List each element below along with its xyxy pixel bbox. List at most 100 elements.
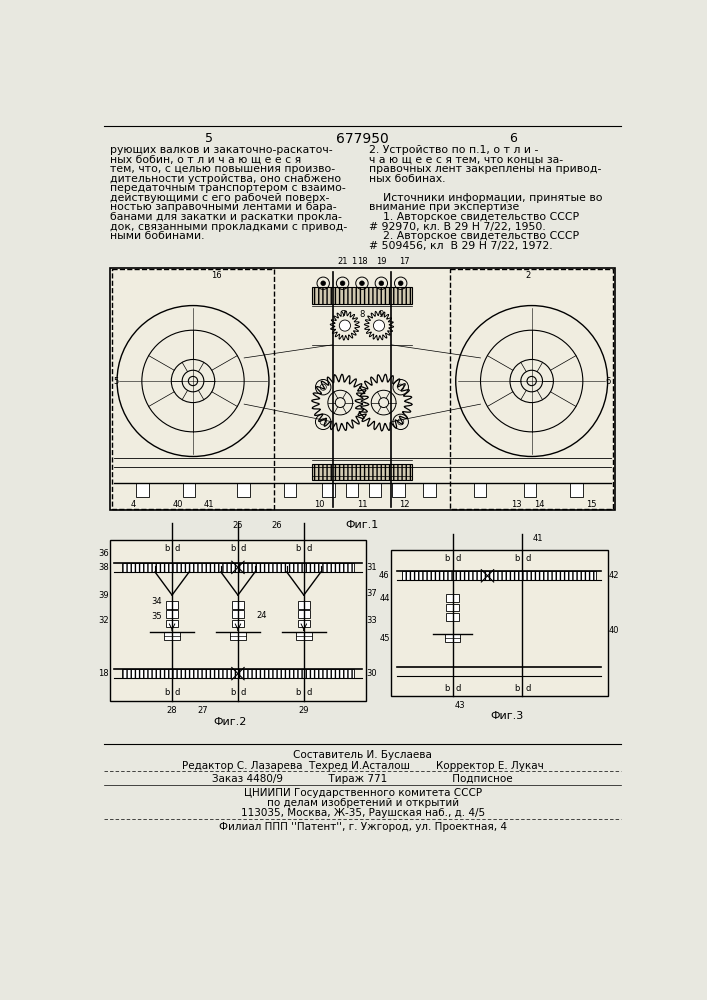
Bar: [284, 483, 296, 497]
Text: 8: 8: [359, 310, 365, 319]
Text: d: d: [455, 684, 461, 693]
Text: d: d: [240, 688, 246, 697]
Bar: [446, 604, 459, 611]
Bar: [402, 571, 596, 580]
Text: b: b: [296, 688, 301, 697]
Bar: [164, 632, 180, 640]
Text: док, связанными прокладками с привод-: док, связанными прокладками с привод-: [110, 222, 347, 232]
Text: Филиал ППП ''Патент'', г. Ужгород, ул. Проектная, 4: Филиал ППП ''Патент'', г. Ужгород, ул. П…: [218, 822, 507, 832]
Text: 4: 4: [131, 500, 136, 509]
Text: 25: 25: [233, 521, 243, 530]
Bar: [166, 601, 178, 609]
Text: 41: 41: [532, 534, 543, 543]
Bar: [312, 287, 412, 304]
Text: 38: 38: [98, 563, 110, 572]
Text: b: b: [164, 544, 170, 553]
Text: # 509456, кл  В 29 Н 7/22, 1972.: # 509456, кл В 29 Н 7/22, 1972.: [369, 241, 553, 251]
Text: 6: 6: [509, 132, 517, 145]
Text: 13: 13: [511, 500, 522, 509]
Text: 41: 41: [203, 500, 214, 509]
Bar: [450, 269, 613, 509]
Text: 39: 39: [98, 591, 109, 600]
Bar: [346, 483, 358, 497]
Text: 37: 37: [367, 589, 378, 598]
Text: ностью заправочными лентами и бара-: ностью заправочными лентами и бара-: [110, 202, 337, 212]
Text: 32: 32: [98, 616, 109, 625]
Bar: [232, 601, 244, 609]
Bar: [312, 464, 412, 480]
Text: d: d: [240, 544, 246, 553]
Text: 6: 6: [606, 377, 611, 386]
Bar: [183, 483, 195, 497]
Bar: [445, 634, 460, 642]
Text: 33: 33: [367, 616, 378, 625]
Text: банами для закатки и раскатки прокла-: банами для закатки и раскатки прокла-: [110, 212, 342, 222]
Text: 31: 31: [367, 563, 378, 572]
Text: 18: 18: [98, 669, 109, 678]
Bar: [322, 483, 335, 497]
Text: b: b: [164, 688, 170, 697]
Text: 35: 35: [151, 612, 162, 621]
Text: d: d: [307, 688, 312, 697]
Text: 43: 43: [455, 701, 466, 710]
Text: 45: 45: [379, 634, 390, 643]
Text: b: b: [445, 554, 450, 563]
Text: 14: 14: [534, 500, 544, 509]
Text: b: b: [514, 554, 520, 563]
Bar: [571, 483, 583, 497]
Bar: [446, 613, 459, 620]
Text: действующими с его рабочей поверх-: действующими с его рабочей поверх-: [110, 193, 329, 203]
Bar: [166, 610, 178, 618]
Text: тем, что, с целью повышения произво-: тем, что, с целью повышения произво-: [110, 164, 335, 174]
Text: 1. Авторское свидетельство СССР: 1. Авторское свидетельство СССР: [369, 212, 579, 222]
Text: 34: 34: [151, 597, 162, 606]
Bar: [237, 483, 250, 497]
Bar: [136, 483, 149, 497]
Bar: [423, 483, 436, 497]
Text: 16: 16: [211, 271, 221, 280]
Text: 42: 42: [609, 571, 619, 580]
Bar: [112, 269, 274, 509]
Bar: [392, 483, 404, 497]
Bar: [474, 483, 486, 497]
Bar: [122, 669, 354, 678]
Text: 18: 18: [356, 257, 367, 266]
Text: b: b: [445, 684, 450, 693]
Text: b: b: [230, 544, 235, 553]
Bar: [298, 601, 310, 609]
Bar: [232, 610, 244, 618]
Bar: [122, 563, 354, 572]
Text: Фиг.3: Фиг.3: [490, 711, 523, 721]
Bar: [298, 610, 310, 618]
Bar: [524, 483, 537, 497]
Text: b: b: [296, 544, 301, 553]
Text: 2. Устройство по п.1, о т л и -: 2. Устройство по п.1, о т л и -: [369, 145, 538, 155]
Bar: [110, 540, 366, 701]
Circle shape: [360, 281, 364, 286]
Circle shape: [379, 281, 384, 286]
Text: 17: 17: [399, 257, 410, 266]
Bar: [166, 620, 178, 627]
Text: 28: 28: [167, 706, 177, 715]
Text: дительности устройства, оно снабжено: дительности устройства, оно снабжено: [110, 174, 341, 184]
Text: Источники информации, принятые во: Источники информации, принятые во: [369, 193, 602, 203]
Text: 30: 30: [367, 669, 378, 678]
Text: 44: 44: [379, 594, 390, 603]
Text: 24: 24: [256, 611, 267, 620]
Circle shape: [321, 281, 325, 286]
Text: 9: 9: [379, 310, 384, 319]
Bar: [110, 540, 366, 701]
Text: 11: 11: [357, 500, 367, 509]
Text: ных бобин, о т л и ч а ю щ е е с я: ных бобин, о т л и ч а ю щ е е с я: [110, 154, 301, 164]
Text: по делам изобретений и открытий: по делам изобретений и открытий: [267, 798, 459, 808]
Text: b: b: [514, 684, 520, 693]
Text: 40: 40: [173, 500, 182, 509]
Text: правочных лент закреплены на привод-: правочных лент закреплены на привод-: [369, 164, 601, 174]
Text: Заказ 4480/9              Тираж 771                    Подписное: Заказ 4480/9 Тираж 771 Подписное: [212, 774, 513, 784]
Text: Составитель И. Буслаева: Составитель И. Буслаева: [293, 750, 432, 760]
Text: d: d: [175, 544, 180, 553]
Text: ными бобинами.: ными бобинами.: [110, 231, 204, 241]
Text: внимание при экспертизе: внимание при экспертизе: [369, 202, 519, 212]
Text: ч а ю щ е е с я тем, что концы за-: ч а ю щ е е с я тем, что концы за-: [369, 154, 563, 164]
Text: d: d: [455, 554, 461, 563]
